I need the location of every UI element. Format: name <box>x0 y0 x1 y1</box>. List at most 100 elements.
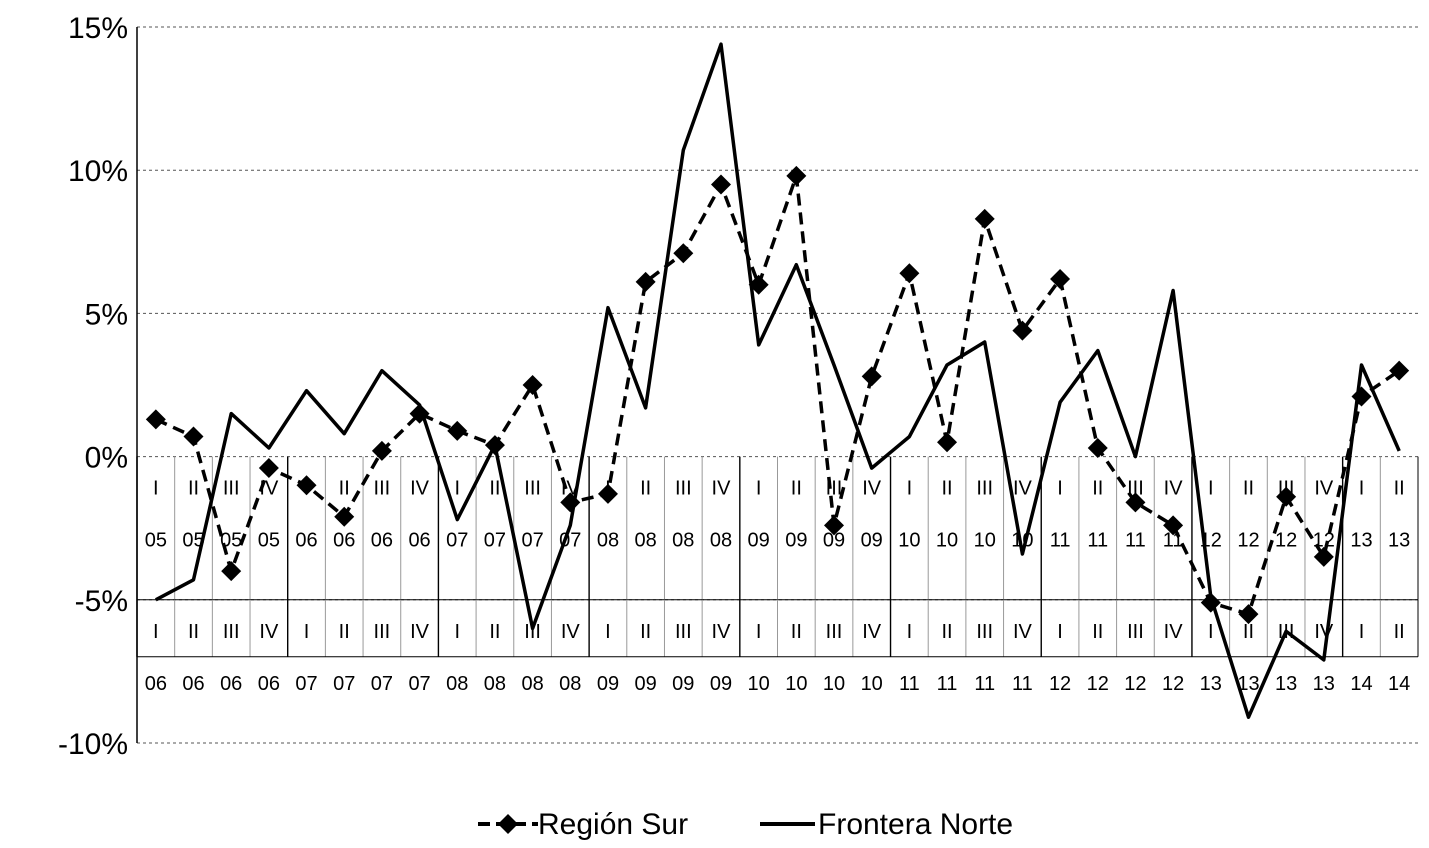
y-tick-label: -10% <box>58 728 128 761</box>
row2-year-label: 09 <box>635 673 657 695</box>
region-sur-point <box>861 366 882 387</box>
region-sur-point <box>296 475 317 496</box>
region-sur-point <box>1012 320 1033 341</box>
row2-quarter-label: III <box>826 621 843 643</box>
row1-quarter-label: II <box>791 478 802 500</box>
row2-year-label: 10 <box>785 673 807 695</box>
region-sur-point <box>145 409 166 430</box>
row1-quarter-label: I <box>1208 478 1214 500</box>
row1-year-label: 09 <box>785 530 807 552</box>
row1-year-label: 06 <box>333 530 355 552</box>
row2-year-label: 12 <box>1049 673 1071 695</box>
row2-quarter-label: III <box>675 621 692 643</box>
region-sur-point <box>1087 438 1108 459</box>
row2-quarter-label: II <box>941 621 952 643</box>
series-line-0 <box>155 174 1401 616</box>
row2-quarter-label: I <box>153 621 159 643</box>
row2-quarter-label: IV <box>259 621 279 643</box>
region-sur-point <box>447 420 468 441</box>
region-sur-point <box>1238 604 1259 625</box>
row1-quarter-label: I <box>153 478 159 500</box>
region-sur-point <box>899 263 920 284</box>
row2-year-label: 13 <box>1275 673 1297 695</box>
row1-year-label: 05 <box>182 530 204 552</box>
row2-quarter-label: IV <box>1314 621 1334 643</box>
row1-year-label: 12 <box>1275 530 1297 552</box>
row2-quarter-label: II <box>791 621 802 643</box>
row1-quarter-label: I <box>907 478 913 500</box>
row1-year-label: 09 <box>748 530 770 552</box>
row2-quarter-label: II <box>640 621 651 643</box>
row2-year-label: 11 <box>974 673 995 695</box>
row2-year-label: 06 <box>182 673 204 695</box>
row2-quarter-label: IV <box>561 621 581 643</box>
row1-year-label: 06 <box>408 530 430 552</box>
row1-quarter-label: III <box>524 478 541 500</box>
row2-quarter-label: III <box>976 621 993 643</box>
row2-year-label: 13 <box>1200 673 1222 695</box>
row1-quarter-label: IV <box>1314 478 1334 500</box>
y-tick-label: -5% <box>75 585 128 618</box>
row1-quarter-label: I <box>756 478 762 500</box>
row1-year-label: 08 <box>635 530 657 552</box>
row1-quarter-label: III <box>374 478 391 500</box>
row2-quarter-label: I <box>1359 621 1365 643</box>
row1-year-label: 07 <box>484 530 506 552</box>
row1-quarter-label: IV <box>410 478 430 500</box>
row1-year-label: 13 <box>1388 530 1410 552</box>
region-sur-point <box>1163 515 1184 536</box>
region-sur-point <box>221 561 242 582</box>
region-sur-point <box>710 174 731 195</box>
row1-year-label: 10 <box>898 530 920 552</box>
region-sur-point <box>183 426 204 447</box>
row2-year-label: 09 <box>672 673 694 695</box>
y-tick-label: 0% <box>85 442 128 475</box>
row1-quarter-label: II <box>640 478 651 500</box>
row2-quarter-label: III <box>374 621 391 643</box>
row2-year-label: 12 <box>1087 673 1109 695</box>
x-axis-categories-bottom: I06II06III06IV06I07II07III07IV07I08II08I… <box>136 599 1419 695</box>
row2-year-label: 13 <box>1237 673 1259 695</box>
row2-year-label: 07 <box>295 673 317 695</box>
row2-year-label: 12 <box>1124 673 1146 695</box>
row2-year-label: 11 <box>1012 673 1033 695</box>
region-sur-point <box>522 375 543 395</box>
row1-year-label: 07 <box>559 530 581 552</box>
row2-quarter-label: III <box>1127 621 1144 643</box>
row1-quarter-label: IV <box>1013 478 1033 500</box>
row2-quarter-label: IV <box>410 621 430 643</box>
row1-year-label: 08 <box>672 530 694 552</box>
row2-quarter-label: II <box>1394 621 1405 643</box>
row1-year-label: 05 <box>258 530 280 552</box>
x-axis-categories-top: I05II05III05IV05I06II06III06IV06I07II07I… <box>136 456 1419 601</box>
series-line-1 <box>154 42 1401 719</box>
row1-quarter-label: II <box>1243 478 1254 500</box>
region-sur-point <box>974 208 995 229</box>
row2-quarter-label: II <box>339 621 350 643</box>
row1-year-label: 12 <box>1237 530 1259 552</box>
row2-year-label: 08 <box>521 673 543 695</box>
row2-year-label: 14 <box>1388 673 1410 695</box>
row2-quarter-label: IV <box>712 621 732 643</box>
row2-year-label: 14 <box>1350 673 1372 695</box>
row1-quarter-label: IV <box>1164 478 1184 500</box>
region-sur-point <box>597 483 618 504</box>
legend-marker-region-sur <box>498 814 518 834</box>
region-sur-point <box>1050 269 1071 290</box>
legend: Región Sur Frontera Norte <box>478 808 1013 841</box>
y-tick-label: 15% <box>68 12 128 45</box>
row2-quarter-label: II <box>489 621 500 643</box>
legend-label-region-sur: Región Sur <box>538 808 688 841</box>
region-sur-point <box>1276 486 1297 507</box>
row1-year-label: 08 <box>597 530 619 552</box>
y-tick-label: 5% <box>85 298 128 331</box>
row2-quarter-label: IV <box>862 621 882 643</box>
row1-year-label: 07 <box>446 530 468 552</box>
row2-year-label: 09 <box>710 673 732 695</box>
row2-year-label: 09 <box>597 673 619 695</box>
row2-year-label: 10 <box>823 673 845 695</box>
row1-quarter-label: II <box>188 478 199 500</box>
row1-quarter-label: II <box>489 478 500 500</box>
row1-quarter-label: I <box>1359 478 1365 500</box>
region-sur-point <box>334 506 355 527</box>
